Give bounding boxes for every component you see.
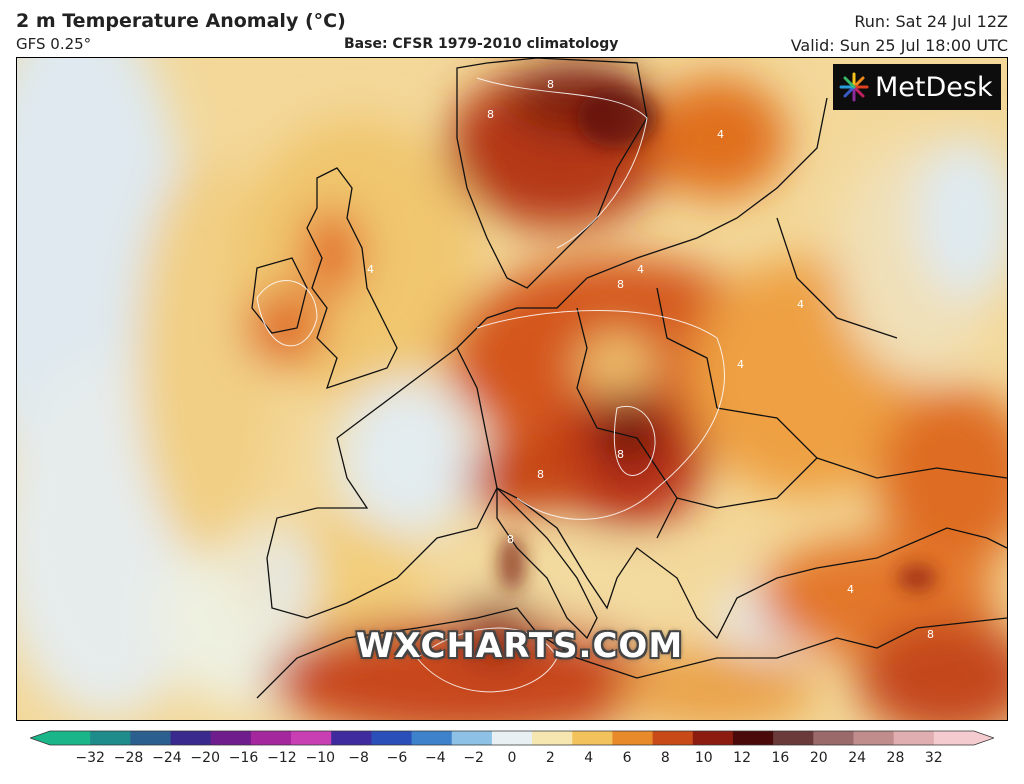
colorbar-tick-label: 6	[622, 750, 632, 766]
colorbar-tick-label: 10	[694, 750, 713, 766]
colorbar-segment	[130, 731, 172, 745]
colorbar-segment	[90, 731, 131, 745]
colorbar-tick-label: −4	[424, 750, 446, 766]
metdesk-logo: MetDesk	[833, 64, 1001, 110]
svg-text:8: 8	[617, 278, 624, 291]
colorbar-tick-label: −28	[113, 750, 144, 766]
colorbar-segment	[491, 731, 533, 745]
colorbar-tick-label: 4	[584, 750, 594, 766]
colorbar-arrow-low	[30, 731, 50, 745]
colorbar-segment	[893, 731, 935, 745]
chart-title: 2 m Temperature Anomaly (°C)	[16, 10, 346, 32]
svg-text:8: 8	[547, 78, 554, 91]
colorbar-tick-label: −16	[228, 750, 259, 766]
colorbar-segment	[371, 731, 413, 745]
colorbar-segment	[291, 731, 332, 745]
starburst-icon	[839, 72, 869, 102]
colorbar-segment	[813, 731, 854, 745]
colorbar-segment	[652, 731, 694, 745]
svg-text:4: 4	[367, 263, 374, 276]
colorbar-segment	[612, 731, 654, 745]
svg-text:4: 4	[847, 583, 854, 596]
colorbar-tick-label: 24	[848, 750, 867, 766]
svg-text:4: 4	[737, 358, 744, 371]
watermark: WXCHARTS.COM	[356, 626, 684, 666]
climatology-base-label: Base: CFSR 1979-2010 climatology	[344, 36, 619, 52]
colorbar-segment	[572, 731, 613, 745]
colorbar-segment	[250, 731, 292, 745]
colorbar-segment	[773, 731, 814, 745]
svg-text:8: 8	[537, 468, 544, 481]
svg-text:4: 4	[637, 263, 644, 276]
colorbar-tick-label: 12	[733, 750, 751, 766]
colorbar-tick-label: 28	[886, 750, 905, 766]
colorbar-tick-label: 16	[771, 750, 790, 766]
colorbar-arrow-high	[974, 731, 994, 745]
logo-text: MetDesk	[875, 71, 993, 103]
svg-text:4: 4	[717, 128, 724, 141]
svg-text:8: 8	[487, 108, 494, 121]
map-canvas: 884 844 888 488 44	[17, 58, 1007, 720]
colorbar-segment	[451, 731, 493, 745]
colorbar-tick-label: 8	[660, 750, 670, 766]
colorbar-segment	[532, 731, 573, 745]
colorbar-segment	[933, 731, 975, 745]
svg-text:8: 8	[507, 533, 514, 546]
colorbar-segment	[170, 731, 212, 745]
colorbar-tick-label: −20	[190, 750, 220, 766]
colorbar-tick-label: −32	[75, 750, 105, 766]
colorbar-ticks: −32 −28 −24 −20 −16 −12 −10 −8 −6 −4 −2 0 2 4 6 8 10 12 16…	[0, 750, 1024, 770]
colorbar-tick-label: −2	[463, 750, 484, 766]
colorbar-tick-label: −24	[152, 750, 182, 766]
colorbar-segment	[50, 731, 91, 745]
svg-text:4: 4	[797, 298, 804, 311]
contour-labels: 884 844 888 488 44	[367, 78, 934, 661]
colorbar-tick-label: −6	[386, 750, 408, 766]
colorbar-segment	[411, 731, 453, 745]
colorbar-tick-label: 0	[507, 750, 517, 766]
valid-time-label: Valid: Sun 25 Jul 18:00 UTC	[790, 36, 1008, 55]
colorbar-tick-label: −8	[348, 750, 369, 766]
colorbar-segment	[692, 731, 734, 745]
colorbar-tick-label: 32	[924, 750, 943, 766]
run-time-label: Run: Sat 24 Jul 12Z	[854, 12, 1008, 31]
colorbar-segment	[853, 731, 895, 745]
model-label: GFS 0.25°	[16, 35, 92, 53]
svg-text:8: 8	[927, 628, 934, 641]
coastlines	[251, 58, 1007, 699]
colorbar-tick-label: −10	[305, 750, 336, 766]
colorbar-tick-label: 20	[809, 750, 828, 766]
colorbar-segment	[331, 731, 372, 745]
svg-text:8: 8	[507, 648, 514, 661]
colorbar-segment	[210, 731, 252, 745]
colorbar-segment	[732, 731, 774, 745]
colorbar-tick-label: 2	[545, 750, 555, 766]
svg-text:8: 8	[617, 448, 624, 461]
colorbar-tick-label: −12	[267, 750, 297, 766]
colorbar	[30, 730, 994, 746]
